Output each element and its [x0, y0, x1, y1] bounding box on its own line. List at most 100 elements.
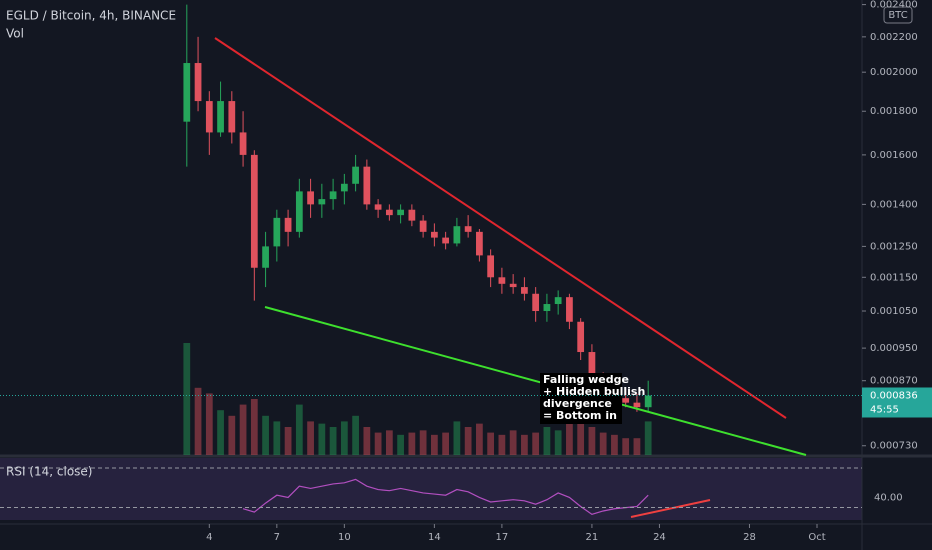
candle-body: [566, 297, 573, 322]
candle-body: [385, 209, 393, 216]
volume-bar: [633, 438, 641, 455]
volume-bar: [476, 423, 483, 455]
last-price-label: 0.000836: [870, 390, 918, 401]
candle-body: [644, 395, 652, 408]
candle-body: [228, 101, 236, 133]
candle-body: [476, 231, 483, 256]
volume-bar: [205, 393, 213, 455]
currency: BTC: [888, 10, 907, 21]
volume-bar: [521, 434, 528, 455]
marks: [183, 4, 652, 516]
candle-body: [284, 217, 292, 232]
candle-body: [577, 321, 585, 353]
candle-body: [273, 217, 281, 247]
volume-bar: [532, 432, 540, 455]
volume-bar: [431, 434, 438, 455]
volume-bar: [250, 399, 258, 455]
volume-bar: [498, 434, 506, 455]
y-tick-label: 0.002400: [870, 0, 918, 11]
candle-body: [329, 191, 337, 200]
volume-bar: [588, 427, 596, 455]
x-tick-label: 14: [428, 532, 441, 543]
trend-line-upper: [214, 37, 787, 419]
candle-body: [318, 199, 326, 205]
y-tick-label: 0.000950: [870, 343, 918, 354]
candle-body: [262, 246, 269, 268]
y-tick-label: 0.000870: [870, 376, 918, 387]
x-tick-label: 28: [743, 532, 756, 543]
candle-body: [217, 101, 224, 133]
volume-bar: [194, 387, 202, 455]
candle-body: [307, 191, 314, 205]
x-tick-label: 21: [586, 532, 599, 543]
y-tick-label: 0.000730: [870, 441, 918, 452]
candle-body: [408, 209, 416, 221]
x-tick-label: 17: [496, 532, 509, 543]
candle-body: [442, 237, 450, 244]
volume-bar: [622, 438, 630, 455]
candle-body: [543, 304, 551, 312]
annotation-box: [540, 373, 622, 424]
volume-bar: [217, 410, 224, 455]
candle-body: [183, 63, 191, 122]
volume-bar: [295, 404, 303, 455]
rsi-pane: [0, 458, 862, 520]
volume-bar: [329, 427, 337, 455]
candle-body: [239, 132, 247, 155]
y-tick-label: 0.001600: [870, 150, 918, 161]
candle-body: [352, 166, 359, 184]
volume-bar: [566, 415, 573, 455]
candle-body: [532, 293, 540, 312]
annotation-line: = Bottom in: [543, 409, 617, 422]
volume-bar: [464, 427, 472, 455]
candle-body: [205, 101, 213, 133]
volume-bar: [611, 434, 618, 455]
y-tick-label: 0.001250: [870, 241, 918, 252]
candle-body: [588, 352, 596, 381]
x-tick-label: 4: [206, 532, 212, 543]
volume-bar: [509, 430, 517, 455]
volume-bar: [408, 432, 416, 455]
rsi-trend-line: [630, 499, 711, 518]
rsi-line: [242, 478, 649, 516]
candle-body: [521, 287, 528, 294]
rsi-tick-label: 40.00: [874, 492, 903, 503]
volume-bar: [599, 432, 607, 455]
volume-bar: [453, 421, 461, 455]
x-tick-label: 7: [274, 532, 280, 543]
candle-body: [431, 231, 438, 238]
candle-body: [453, 226, 461, 244]
candle-body: [419, 220, 427, 232]
candle-body: [487, 255, 495, 278]
candle-body: [194, 63, 202, 102]
volume-bar: [340, 421, 348, 455]
trend-line-lower: [264, 306, 807, 456]
candle-body: [464, 226, 472, 232]
candle-body: [509, 283, 517, 288]
y-tick-label: 0.001150: [870, 272, 918, 283]
volume-bar: [228, 415, 236, 455]
volume-bar: [273, 421, 281, 455]
volume-bar: [183, 343, 191, 455]
annotation-line: + Hidden bullish: [543, 385, 645, 398]
volume-bar: [543, 427, 551, 455]
candle-body: [250, 154, 258, 268]
annotation-line: Falling wedge: [543, 373, 629, 386]
y-tick-label: 0.001400: [870, 199, 918, 210]
x-tick-label: 10: [338, 532, 351, 543]
currency-box[interactable]: [883, 6, 913, 24]
candle-body: [363, 166, 371, 205]
y-tick-label: 0.001050: [870, 306, 918, 317]
countdown: 45:55: [870, 404, 899, 415]
y-tick-label: 0.002000: [870, 67, 918, 78]
volume-bar: [307, 421, 314, 455]
chart-title: EGLD / Bitcoin, 4h, BINANCE: [6, 9, 176, 23]
candle-body: [633, 402, 641, 408]
candle-body: [340, 183, 348, 192]
rsi-label: RSI (14, close): [6, 465, 92, 479]
volume-bar: [284, 427, 292, 455]
candle-body: [498, 277, 506, 284]
volume-bar: [442, 432, 450, 455]
last-price-box: [862, 387, 932, 418]
